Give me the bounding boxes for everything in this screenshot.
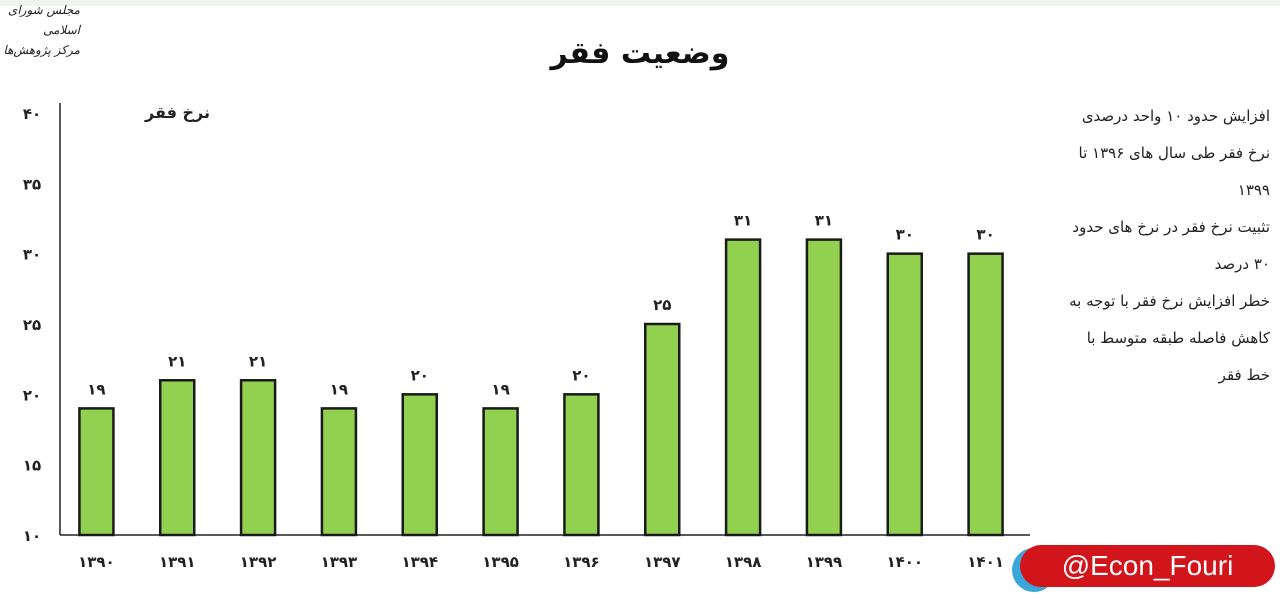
data-label: ۳۰ (976, 226, 994, 244)
bar (401, 393, 438, 537)
x-tick-label: ۱۳۹۰ (78, 553, 115, 571)
top-border (0, 0, 1280, 6)
watermark-badge: @Econ_Fouri (1020, 545, 1275, 587)
bar (644, 322, 681, 537)
bar (724, 238, 762, 537)
bullet-item: خطر افزایش نرخ فقر با توجه به کاهش فاصله… (1060, 283, 1270, 394)
bar (563, 393, 600, 537)
bar (239, 379, 277, 537)
data-label: ۲۵ (653, 296, 671, 314)
x-tick-label: ۱۴۰۰ (886, 553, 923, 571)
data-label: ۲۰ (411, 366, 429, 384)
y-tick-label: ۳۰ (23, 246, 41, 264)
x-tick-label: ۱۳۹۹ (806, 553, 843, 571)
y-tick-label: ۱۵ (23, 457, 41, 475)
chart-title: وضعیت فقر (550, 36, 730, 71)
logo-line1: مجلس شورای اسلامی (7, 3, 80, 37)
data-label: ۱۹ (330, 380, 348, 398)
bar (805, 238, 843, 537)
bullet-item: افزایش حدود ۱۰ واحد درصدی نرخ فقر طی سال… (1060, 98, 1270, 209)
x-tick-label: ۱۳۹۵ (482, 553, 519, 571)
data-label: ۱۹ (491, 380, 509, 398)
x-tick-label: ۱۳۹۴ (401, 553, 438, 571)
bullet-item: تثبیت نرخ فقر در نرخ های حدود ۳۰ درصد (1060, 209, 1270, 283)
y-axis-label: نرخ فقر (144, 103, 210, 122)
data-label: ۳۱ (734, 212, 752, 230)
y-tick-label: ۴۰ (23, 105, 41, 123)
bar (967, 252, 1004, 537)
x-tick-label: ۱۳۹۷ (644, 553, 681, 571)
x-tick-label: ۱۳۹۳ (321, 553, 358, 571)
data-label: ۲۰ (572, 366, 590, 384)
bar (320, 407, 358, 537)
bar (78, 407, 115, 537)
y-tick-label: ۱۰ (23, 527, 41, 545)
x-tick-label: ۱۳۹۸ (725, 553, 762, 571)
bar (482, 407, 519, 537)
y-tick-label: ۲۰ (23, 386, 41, 404)
bar-chart: ۱۰ ۱۵ ۲۰ ۲۵ ۳۰ ۳۵ ۴۰ نرخ فقر ۱۹ ۱۳۹۰ ۲۱ ۱۳۹۱ ۲۱ ۱۳۹۲ ۱… (23, 103, 1030, 571)
y-tick-label: ۲۵ (23, 316, 41, 334)
data-label: ۱۹ (87, 380, 105, 398)
logo-line2: مرکز پژوهش‌ها (3, 43, 80, 57)
data-label: ۲۱ (249, 352, 267, 370)
bar (159, 379, 196, 537)
data-label: ۲۱ (168, 352, 186, 370)
x-tick-label: ۱۳۹۱ (159, 553, 196, 571)
x-tick-label: ۱۴۰۱ (967, 553, 1004, 571)
x-tick-label: ۱۳۹۶ (563, 553, 600, 571)
logo: مجلس شورای اسلامی مرکز پژوهش‌ها (2, 0, 80, 60)
y-tick-label: ۳۵ (23, 175, 41, 193)
x-tick-label: ۱۳۹۲ (240, 553, 277, 571)
data-label: ۳۱ (815, 212, 833, 230)
data-label: ۳۰ (896, 226, 914, 244)
bullet-list: افزایش حدود ۱۰ واحد درصدی نرخ فقر طی سال… (1060, 98, 1280, 394)
bar (886, 252, 923, 537)
